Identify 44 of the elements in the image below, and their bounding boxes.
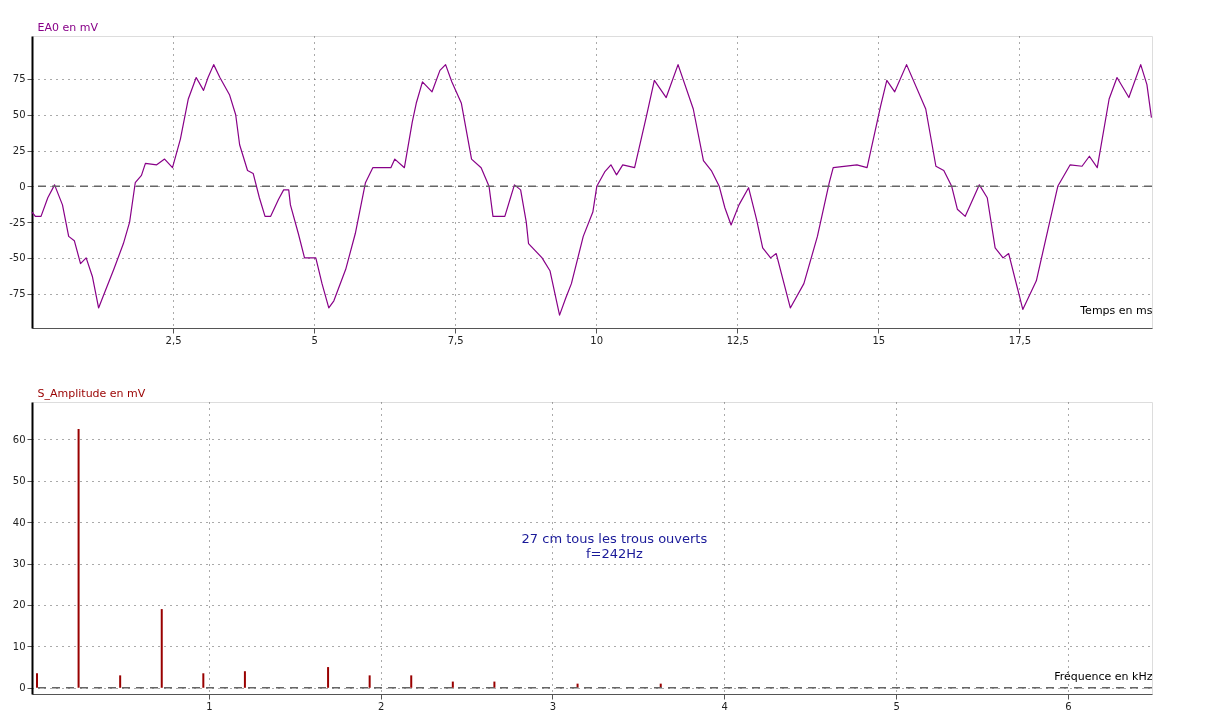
line-series bbox=[31, 64, 1153, 316]
x-tick-label: 4 bbox=[721, 700, 728, 712]
y-tick-label: 60 bbox=[12, 433, 26, 445]
x-tick-label: 7,5 bbox=[447, 334, 464, 346]
x-tick-label: 10 bbox=[590, 334, 604, 346]
x-tick-label: 2,5 bbox=[165, 334, 182, 346]
y-tick-label: 30 bbox=[12, 558, 26, 570]
bar bbox=[202, 673, 205, 688]
bar bbox=[77, 428, 80, 688]
x-axis-title: Fréquence en kHz bbox=[1054, 669, 1153, 683]
y-axis-title: EA0 en mV bbox=[37, 20, 99, 34]
y-axis-title: S_Amplitude en mV bbox=[37, 386, 146, 400]
y-tick-label: 50 bbox=[12, 475, 26, 487]
bar bbox=[410, 675, 413, 688]
x-tick-label: 3 bbox=[549, 700, 557, 712]
x-tick-label: 17,5 bbox=[1008, 334, 1032, 346]
x-tick-label: 2 bbox=[377, 700, 385, 712]
x-axis-title: Temps en ms bbox=[1079, 303, 1153, 317]
y-tick-label: -75 bbox=[9, 288, 26, 300]
bar bbox=[119, 675, 122, 688]
x-tick-label: 15 bbox=[872, 334, 886, 346]
y-tick-label: 75 bbox=[12, 73, 26, 85]
bar bbox=[368, 675, 371, 688]
y-tick-label: 10 bbox=[12, 640, 26, 652]
x-tick-label: 5 bbox=[311, 334, 318, 346]
y-tick-label: -25 bbox=[9, 216, 26, 228]
x-tick-label: 5 bbox=[893, 700, 900, 712]
x-tick-label: 1 bbox=[206, 700, 213, 712]
annotation: 27 cm tous les trous ouverts f=242Hz bbox=[521, 531, 708, 562]
y-tick-label: 50 bbox=[12, 109, 26, 121]
y-tick-label: -50 bbox=[9, 252, 26, 264]
bar bbox=[36, 673, 38, 688]
bar bbox=[451, 681, 454, 688]
y-tick-label: 40 bbox=[12, 516, 26, 528]
y-tick-label: 0 bbox=[19, 682, 26, 694]
bar bbox=[327, 667, 330, 688]
y-tick-label: 25 bbox=[12, 145, 26, 157]
y-tick-label: 0 bbox=[19, 180, 26, 192]
x-tick-label: 6 bbox=[1065, 700, 1072, 712]
bar bbox=[160, 609, 163, 688]
bar bbox=[243, 671, 246, 688]
y-tick-label: 20 bbox=[12, 599, 26, 611]
bar bbox=[493, 681, 496, 688]
x-tick-label: 12,5 bbox=[726, 334, 749, 346]
